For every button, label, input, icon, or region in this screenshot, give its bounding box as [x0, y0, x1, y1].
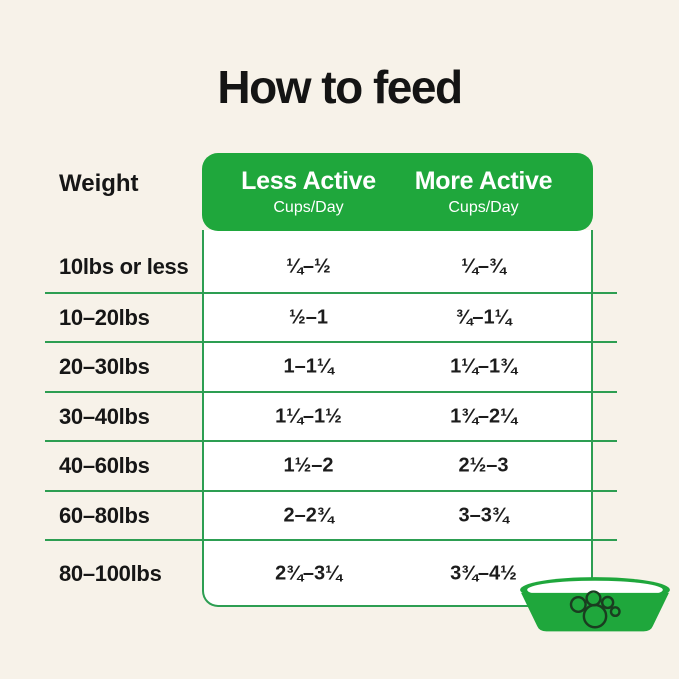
- table-row: 40–60lbs 1½–2 2½–3: [0, 442, 679, 492]
- table-header: Less Active Cups/Day More Active Cups/Da…: [202, 153, 593, 231]
- weight-label: 30–40lbs: [59, 403, 150, 429]
- less-active-value: ¼–½: [286, 255, 331, 278]
- less-active-value: 1¼–1½: [275, 405, 342, 428]
- more-active-value: 1¼–1¾: [450, 355, 517, 378]
- more-active-value: 1¾–2¼: [450, 405, 517, 428]
- less-active-value: ½–1: [289, 306, 328, 329]
- more-active-value: 3–3¾: [458, 504, 509, 527]
- weight-label: 80–100lbs: [59, 560, 162, 586]
- weight-label: 60–80lbs: [59, 502, 150, 528]
- weight-label: 20–30lbs: [59, 354, 150, 380]
- weight-label: 10–20lbs: [59, 304, 150, 330]
- column-label: Less Active: [241, 167, 376, 195]
- column-sublabel: Cups/Day: [273, 199, 344, 216]
- dog-bowl-icon: [520, 577, 670, 632]
- page-title: How to feed: [217, 61, 463, 113]
- more-active-value: ¼–¾: [461, 255, 506, 278]
- column-header-less-active: Less Active Cups/Day: [221, 153, 396, 231]
- weight-column-header: Weight: [59, 170, 139, 197]
- more-active-value: 2½–3: [458, 454, 509, 477]
- less-active-value: 2¾–3¼: [275, 562, 342, 585]
- more-active-value: 3¾–4½: [450, 562, 517, 585]
- table-row: 10–20lbs ½–1 ¾–1¼: [0, 293, 679, 343]
- row-divider: [45, 489, 617, 492]
- table-row: 60–80lbs 2–2¾ 3–3¾: [0, 491, 679, 541]
- column-label: More Active: [414, 167, 553, 195]
- row-divider: [45, 291, 617, 294]
- table-row: 80–100lbs 2¾–3¼ 3¾–4½: [0, 541, 679, 608]
- column-header-more-active: More Active Cups/Day: [396, 153, 571, 231]
- row-divider: [45, 539, 617, 541]
- less-active-value: 1–1¼: [283, 355, 334, 378]
- table-row: 30–40lbs 1¼–1½ 1¾–2¼: [0, 392, 679, 442]
- less-active-value: 1½–2: [283, 454, 334, 477]
- weight-label: 40–60lbs: [59, 453, 150, 479]
- table-row: 10lbs or less ¼–½ ¼–¾: [0, 233, 679, 301]
- row-divider: [45, 440, 617, 442]
- row-divider: [45, 390, 617, 393]
- row-divider: [45, 341, 617, 343]
- paw-print-icon: [569, 590, 621, 629]
- table-row: 20–30lbs 1–1¼ 1¼–1¾: [0, 343, 679, 393]
- less-active-value: 2–2¾: [283, 504, 334, 527]
- weight-label: 10lbs or less: [59, 254, 189, 279]
- column-sublabel: Cups/Day: [448, 199, 519, 216]
- more-active-value: ¾–1¼: [455, 306, 512, 329]
